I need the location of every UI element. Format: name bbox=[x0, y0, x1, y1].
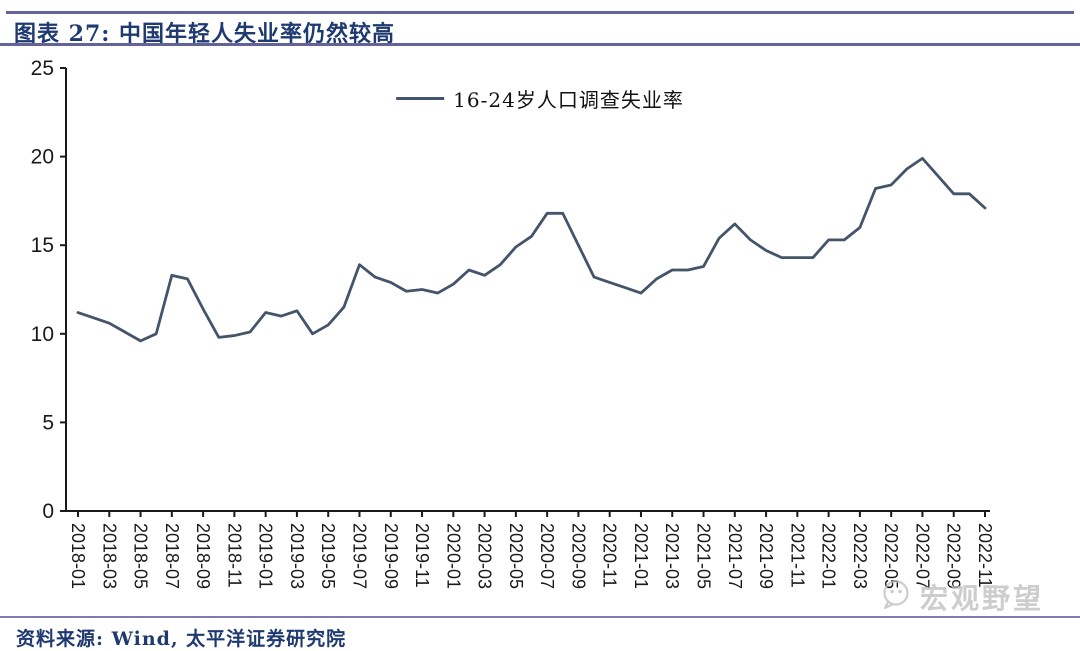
y-tick-label: 10 bbox=[31, 323, 54, 346]
x-tick-label: 2020-03 bbox=[475, 523, 495, 589]
x-tick-label: 2021-01 bbox=[631, 523, 651, 589]
x-tick-label: 2021-05 bbox=[694, 523, 714, 589]
x-tick-label: 2018-09 bbox=[193, 523, 213, 589]
x-tick-label: 2022-09 bbox=[944, 523, 964, 589]
x-tick-label: 2018-03 bbox=[99, 523, 119, 589]
x-tick-label: 2018-05 bbox=[131, 523, 151, 589]
x-tick-label: 2022-01 bbox=[819, 523, 839, 589]
x-tick-label: 2020-11 bbox=[600, 523, 620, 588]
footer-rule bbox=[0, 616, 1080, 618]
header-bottom-rule bbox=[0, 43, 1080, 46]
x-tick-label: 2018-01 bbox=[68, 523, 88, 589]
x-tick-label: 2022-07 bbox=[912, 523, 932, 589]
x-tick-label: 2020-07 bbox=[537, 523, 557, 589]
y-tick-label: 20 bbox=[31, 146, 54, 169]
x-tick-label: 2018-11 bbox=[224, 523, 244, 588]
x-tick-label: 2022-11 bbox=[975, 523, 995, 588]
x-tick-label: 2019-01 bbox=[256, 523, 276, 589]
x-tick-label: 2020-05 bbox=[506, 523, 526, 589]
y-tick-label: 5 bbox=[42, 411, 54, 434]
legend-line-sample bbox=[396, 97, 445, 100]
x-tick-label: 2022-03 bbox=[850, 523, 870, 589]
y-tick-label: 25 bbox=[31, 57, 54, 80]
unemployment-rate-line bbox=[76, 156, 987, 343]
x-tick-label: 2019-09 bbox=[381, 523, 401, 589]
x-tick-label: 2019-07 bbox=[349, 523, 369, 589]
x-tick-label: 2021-09 bbox=[756, 523, 776, 589]
figure-title: 图表 27: 中国年轻人失业率仍然较高 bbox=[14, 21, 396, 47]
x-tick-label: 2022-05 bbox=[881, 523, 901, 589]
header-top-rule bbox=[6, 11, 1074, 14]
y-tick-label: 0 bbox=[42, 500, 54, 523]
y-tick-label: 15 bbox=[31, 234, 54, 257]
x-tick-label: 2021-07 bbox=[725, 523, 745, 589]
x-tick-label: 2019-05 bbox=[318, 523, 338, 589]
source-note: 资料来源: Wind, 太平洋证券研究院 bbox=[16, 628, 347, 650]
x-tick-label: 2019-03 bbox=[287, 523, 307, 589]
x-tick-label: 2018-07 bbox=[162, 523, 182, 589]
legend-label: 16-24岁人口调查失业率 bbox=[453, 88, 684, 112]
x-tick-label: 2021-11 bbox=[787, 523, 807, 588]
line-chart: 0 5 10 15 20 25 2018-01 2018-03 2018-05 2018-07 20… bbox=[31, 57, 995, 589]
legend: 16-24岁人口调查失业率 bbox=[396, 84, 684, 113]
x-tick-label: 2020-01 bbox=[443, 523, 463, 589]
x-tick-label: 2019-11 bbox=[412, 523, 432, 588]
x-tick-label: 2021-03 bbox=[662, 523, 682, 589]
x-tick-label: 2020-09 bbox=[568, 523, 588, 589]
